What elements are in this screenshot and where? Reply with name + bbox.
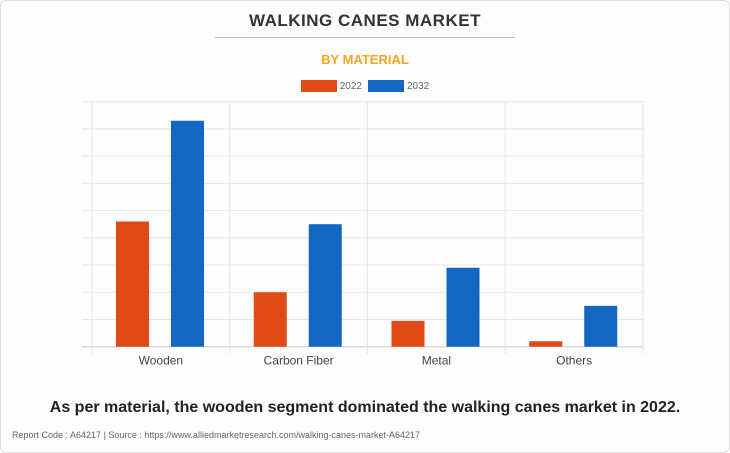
legend-item-2022[interactable]: 2022	[300, 80, 362, 92]
legend-swatch-2022	[300, 80, 337, 92]
x-tick-label: Wooden	[139, 354, 183, 368]
bar-2022-carbon-fiber	[253, 292, 287, 347]
bar-2032-metal	[446, 267, 480, 347]
chart-caption: As per material, the wooden segment domi…	[49, 399, 681, 416]
bar-2022-metal	[391, 320, 425, 347]
bar-2032-carbon-fiber	[308, 224, 342, 347]
legend-label-2022: 2022	[339, 80, 362, 92]
bar-2022-wooden	[116, 221, 149, 347]
title-divider	[215, 37, 515, 38]
legend: 2022 2032	[0, 80, 730, 92]
source-footer: Report Code : A64217 | Source : https://…	[12, 430, 421, 440]
chart-title: WALKING CANES MARKET	[249, 11, 481, 30]
x-tick-label: Others	[556, 354, 592, 368]
legend-item-2032[interactable]: 2032	[368, 80, 429, 92]
bar-2022-others	[529, 341, 563, 347]
legend-swatch-2032	[368, 80, 404, 92]
bar-2032-others	[584, 305, 618, 347]
legend-label-2032: 2032	[407, 80, 430, 92]
x-tick-label: Carbon Fiber	[264, 354, 334, 368]
x-tick-label: Metal	[422, 354, 451, 368]
bar-2032-wooden	[171, 120, 204, 347]
chart-subtitle: BY MATERIAL	[321, 52, 409, 67]
